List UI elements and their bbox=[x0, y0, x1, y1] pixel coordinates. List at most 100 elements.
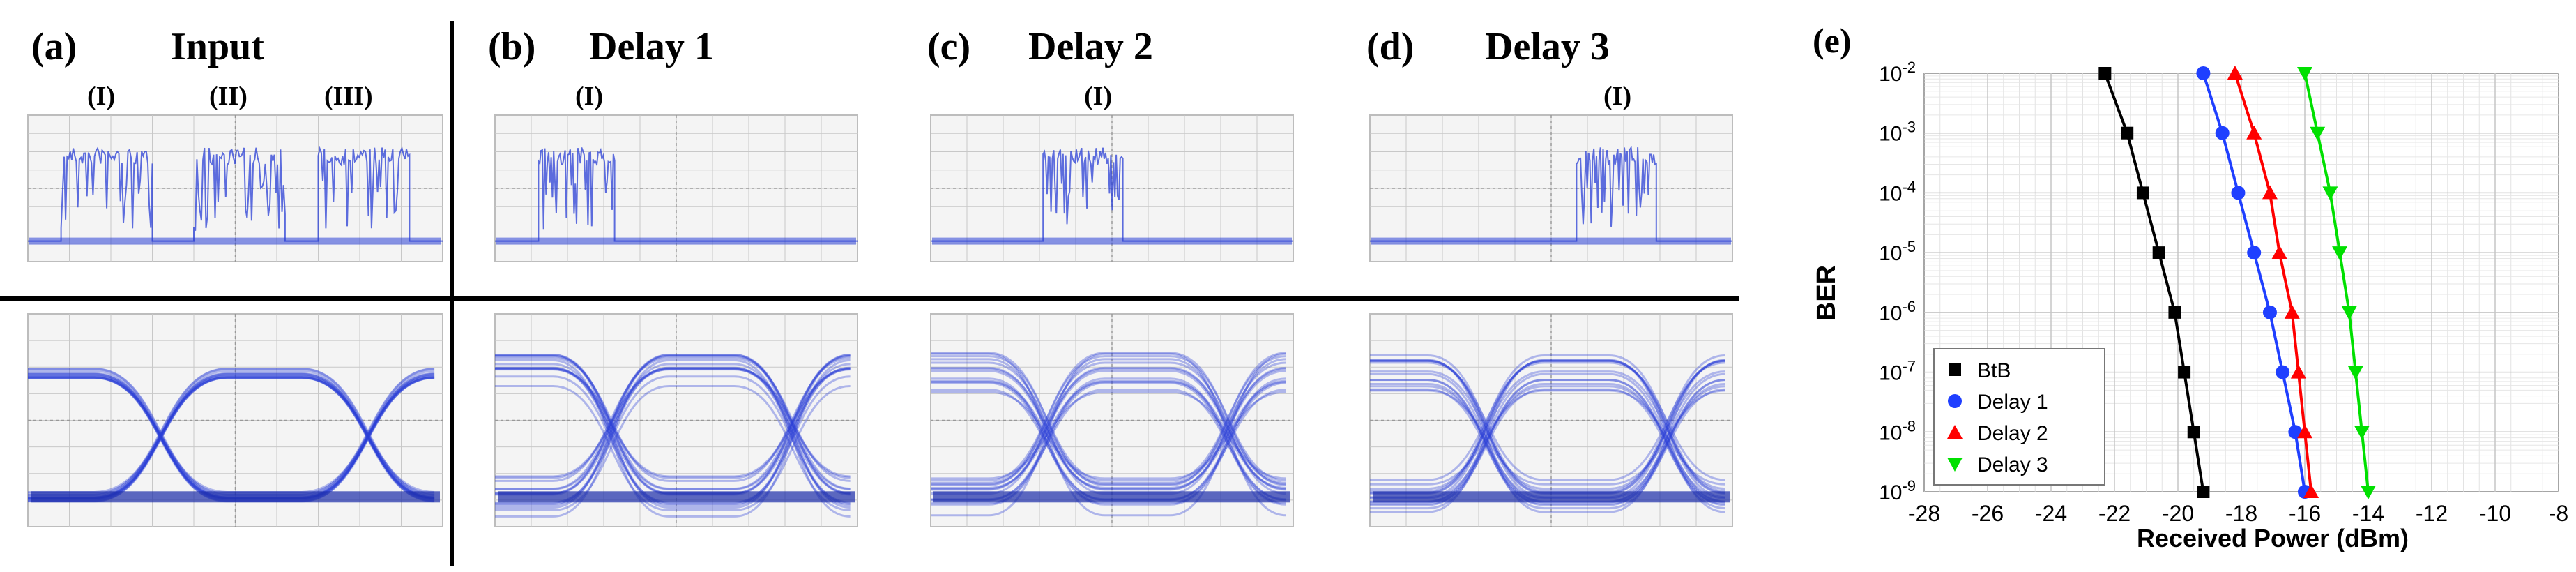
scope-delay1-eye-eye-trace bbox=[495, 384, 851, 512]
scope-input-eye-eye-trace bbox=[28, 370, 435, 503]
ber-x-tick-label: -18 bbox=[2225, 501, 2257, 526]
scope-delay1-eye-eye-trace bbox=[495, 368, 851, 479]
pulse-labels: (I) (II) (III) (I) (I) (I) bbox=[87, 82, 1631, 111]
ber-data-point bbox=[2152, 246, 2165, 259]
scope-delay2-waveform bbox=[930, 114, 1294, 262]
scope-delay3-eye bbox=[1369, 313, 1733, 527]
ber-y-tick-label: 10-6 bbox=[1879, 298, 1916, 325]
scope-delay2-eye-eye-trace bbox=[931, 391, 1286, 480]
ber-data-point bbox=[2310, 126, 2326, 141]
ber-legend: BtB Delay 1 Delay 2 Delay 3 bbox=[1933, 348, 2105, 486]
scope-delay2-eye-eye-trace bbox=[931, 355, 1286, 482]
scope-delay2-eye-eye-trace bbox=[931, 370, 1286, 490]
ber-x-tick-label: -22 bbox=[2098, 501, 2131, 526]
ber-x-tick-label: -8 bbox=[2549, 501, 2568, 526]
scope-delay3-eye-eye-trace bbox=[1370, 388, 1725, 505]
scope-input-eye-eye-trace bbox=[28, 376, 435, 493]
scope-delay3-waveform-trace bbox=[1370, 145, 1732, 242]
scope-delay1-eye-eye-trace bbox=[495, 363, 851, 505]
scope-delay1-eye-eye-trace bbox=[495, 366, 851, 506]
scope-delay2-eye-eye-trace bbox=[931, 352, 1286, 486]
panel-b-letter: (b) bbox=[488, 25, 535, 68]
scope-delay2-eye-eye-trace bbox=[931, 352, 1286, 517]
scope-delay1-eye-zero-rail bbox=[498, 491, 855, 503]
scope-input-eye-eye-trace bbox=[28, 375, 435, 499]
ber-data-point bbox=[2121, 126, 2134, 140]
scope-delay1-waveform-baseline bbox=[496, 237, 856, 245]
scope-delay3-eye-eye-trace bbox=[1370, 389, 1725, 486]
scope-delay2-eye-eye-trace bbox=[931, 380, 1286, 489]
scope-delay2-eye-eye-trace bbox=[931, 361, 1286, 484]
scope-delay3-eye-eye-trace bbox=[1370, 379, 1725, 506]
scope-delay3-eye-eye-trace bbox=[1370, 359, 1725, 494]
ber-series-delay-2 bbox=[2227, 66, 2319, 498]
ber-legend-label: Delay 3 bbox=[1977, 453, 2048, 476]
scope-delay3-eye-eye-trace bbox=[1370, 359, 1725, 513]
ber-data-point bbox=[2231, 186, 2246, 200]
panel-d-header: (d) Delay 3 bbox=[1366, 25, 1610, 68]
panel-d-letter: (d) bbox=[1366, 25, 1414, 68]
ber-chart: -28 -26 -24 -22 -20 -18 -16 -14 -12 -10 -8 10-2 10-3… bbox=[1879, 59, 2568, 526]
ber-data-point bbox=[2178, 366, 2191, 379]
ber-data-point bbox=[2290, 364, 2306, 379]
ber-y-tick-label: 10-7 bbox=[1879, 358, 1916, 385]
scope-delay3-eye-eye-trace bbox=[1370, 359, 1725, 499]
scope-input-eye-eye-trace bbox=[28, 372, 435, 497]
scope-delay2-eye-eye-trace bbox=[931, 377, 1286, 505]
scope-delay2-waveform-trace bbox=[931, 147, 1293, 242]
ber-data-point bbox=[2215, 126, 2230, 140]
scope-input-waveform-baseline bbox=[29, 237, 441, 245]
scope-delay2-eye-eye-trace bbox=[931, 379, 1286, 502]
scope-input-eye-eye-trace bbox=[28, 368, 435, 499]
scope-delay1-waveform-trace bbox=[495, 147, 858, 242]
ber-data-point bbox=[2276, 365, 2290, 379]
panel-d-title: Delay 3 bbox=[1485, 25, 1610, 68]
ber-data-point bbox=[2262, 305, 2277, 319]
ber-data-point bbox=[2341, 306, 2357, 320]
scope-delay1-eye-eye-trace bbox=[495, 367, 851, 490]
scope-delay1-eye-eye-trace bbox=[495, 357, 851, 482]
scope-delay1-eye-eye-trace bbox=[495, 368, 851, 478]
ber-data-point bbox=[2247, 246, 2262, 260]
scope-input-eye-eye-trace bbox=[28, 376, 435, 500]
scope-delay3-eye-eye-trace bbox=[1370, 354, 1725, 492]
ber-data-point bbox=[2297, 67, 2312, 81]
scope-delay3-eye-eye-trace bbox=[1370, 372, 1725, 503]
scope-input-eye-zero-rail bbox=[31, 491, 440, 503]
ber-legend-box bbox=[1933, 348, 2105, 486]
ber-x-tick-label: -24 bbox=[2035, 501, 2067, 526]
ber-x-axis-label: Received Power (dBm) bbox=[2137, 524, 2409, 552]
pulse-label-d-1: (I) bbox=[1603, 82, 1631, 111]
scope-input-waveform-trace bbox=[28, 146, 443, 242]
panel-e-letter: (e) bbox=[1813, 21, 1852, 60]
scope-delay2-eye-eye-trace bbox=[931, 382, 1286, 506]
scope-delay1-eye-eye-trace bbox=[495, 368, 851, 478]
scope-delay2-eye-eye-trace bbox=[931, 368, 1286, 486]
panel-b-title: Delay 1 bbox=[589, 25, 714, 68]
panel-b-header: (b) Delay 1 bbox=[488, 25, 714, 68]
scope-delay2-eye-eye-trace bbox=[931, 352, 1286, 517]
scope-delay3-eye-eye-trace bbox=[1370, 379, 1725, 510]
scope-delay3-waveform bbox=[1369, 114, 1733, 262]
ber-x-tick-label: -26 bbox=[1972, 501, 2004, 526]
ber-data-point bbox=[2354, 426, 2370, 440]
ber-data-point bbox=[2187, 426, 2200, 439]
ber-series-line bbox=[2202, 73, 2306, 492]
scope-delay1-eye-eye-trace bbox=[495, 354, 851, 509]
panel-a-letter: (a) bbox=[31, 25, 77, 68]
scope-delay3-eye-eye-trace bbox=[1370, 370, 1725, 490]
ber-series-btb bbox=[2098, 67, 2210, 498]
ber-data-point bbox=[2284, 304, 2300, 319]
scope-input-eye-eye-trace bbox=[28, 376, 435, 495]
panel-c-header: (c) Delay 2 bbox=[927, 25, 1153, 68]
scope-delay3-eye-eye-trace bbox=[1370, 379, 1725, 510]
ber-y-tick-label: 10-9 bbox=[1879, 477, 1916, 504]
ber-legend-label: Delay 2 bbox=[1977, 422, 2048, 445]
scope-delay1-eye-eye-trace bbox=[495, 368, 851, 495]
scope-input-eye-eye-trace bbox=[28, 376, 435, 502]
scope-delay1-eye-eye-trace bbox=[495, 354, 851, 490]
scope-delay1-waveform bbox=[494, 114, 858, 262]
ber-x-tick-label: -16 bbox=[2289, 501, 2321, 526]
scope-delay3-eye-eye-trace bbox=[1370, 361, 1725, 481]
